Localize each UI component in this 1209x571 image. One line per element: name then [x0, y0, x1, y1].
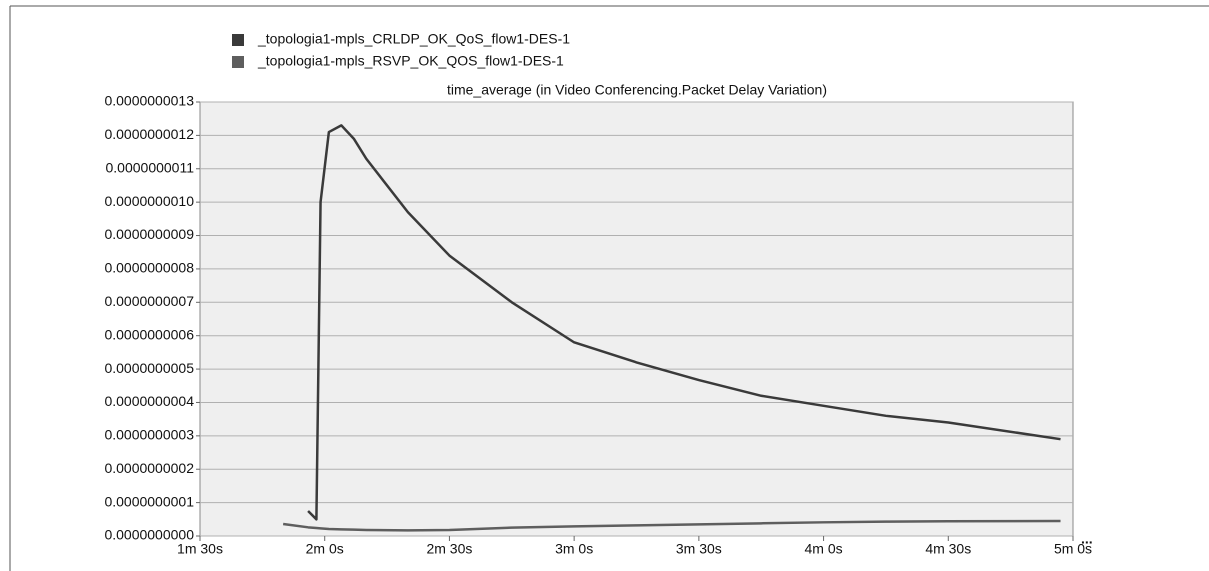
legend-swatch — [232, 56, 244, 68]
y-tick-label: 0.0000000009 — [104, 226, 194, 242]
legend-label: _topologia1-mpls_RSVP_OK_QOS_flow1-DES-1 — [257, 53, 564, 69]
y-tick-label: 0.0000000000 — [104, 527, 194, 543]
y-tick-label: 0.0000000002 — [104, 460, 194, 476]
x-tick-label: 1m 30s — [177, 541, 223, 557]
x-more: ... — [1081, 531, 1093, 547]
y-tick-label: 0.0000000011 — [106, 159, 195, 175]
y-tick-label: 0.0000000008 — [104, 260, 194, 276]
x-tick-label: 4m 30s — [925, 541, 971, 557]
y-tick-label: 0.0000000001 — [104, 493, 194, 509]
legend-label: _topologia1-mpls_CRLDP_OK_QoS_flow1-DES-… — [257, 31, 570, 47]
chart-title: time_average (in Video Conferencing.Pack… — [447, 82, 827, 98]
y-tick-label: 0.0000000012 — [104, 126, 194, 142]
y-tick-label: 0.0000000006 — [104, 326, 194, 342]
x-tick-label: 2m 0s — [306, 541, 344, 557]
x-tick-label: 4m 0s — [805, 541, 843, 557]
y-tick-label: 0.0000000007 — [104, 293, 194, 309]
x-tick-label: 3m 30s — [676, 541, 722, 557]
y-tick-label: 0.0000000010 — [104, 193, 194, 209]
x-tick-label: 5m 0s — [1054, 541, 1092, 557]
series-line — [307, 124, 1061, 521]
x-tick-label: 2m 30s — [426, 541, 472, 557]
series-line — [282, 519, 1061, 532]
y-tick-label: 0.0000000005 — [104, 360, 194, 376]
plot-area — [199, 101, 1074, 537]
legend-swatch — [232, 34, 244, 46]
y-tick-label: 0.0000000003 — [104, 427, 194, 443]
y-tick-label: 0.0000000004 — [104, 393, 194, 409]
x-tick-label: 3m 0s — [555, 541, 593, 557]
y-tick-label: 0.0000000013 — [104, 93, 194, 109]
